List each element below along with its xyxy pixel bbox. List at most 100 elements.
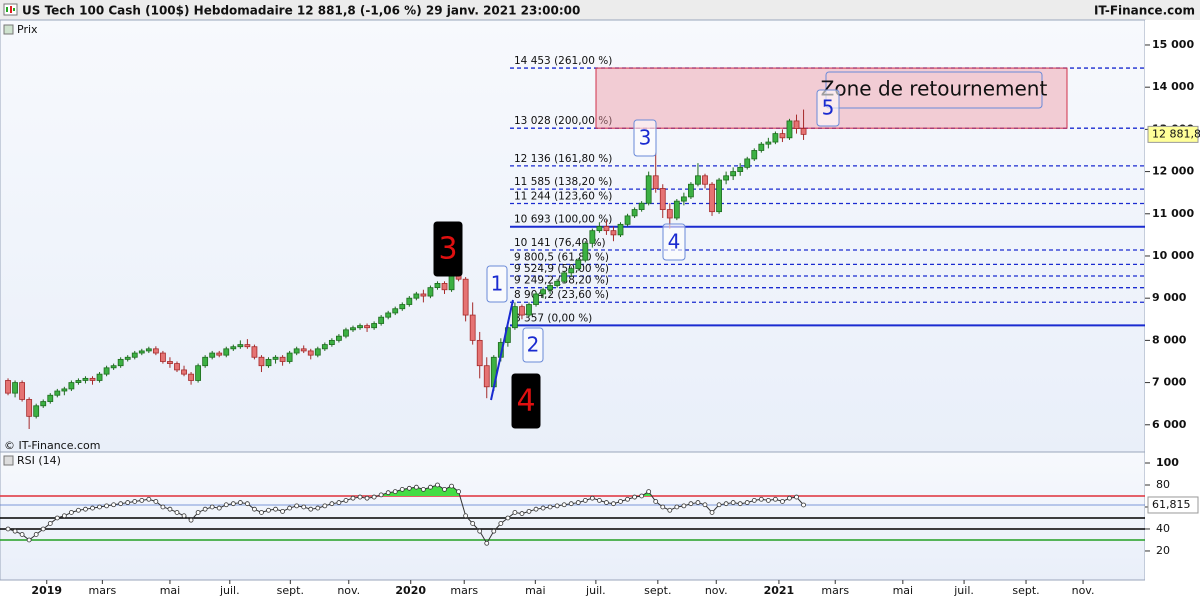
- rsi-point: [350, 495, 356, 501]
- wave-box: [486, 265, 508, 303]
- header-bar: [0, 0, 1200, 20]
- candle-body: [378, 316, 385, 324]
- rsi-point: [343, 497, 349, 503]
- candle-body: [89, 377, 96, 381]
- chart-title: US Tech 100 Cash (100$) Hebdomadaire 12 …: [22, 4, 580, 18]
- candle-body: [688, 183, 694, 198]
- rsi-point: [639, 493, 645, 499]
- candle-body: [730, 171, 737, 177]
- candle-body: [82, 377, 89, 381]
- rsi-point: [336, 500, 342, 505]
- candle-body: [286, 352, 293, 362]
- rsi-point: [484, 540, 490, 546]
- rsi-point: [68, 510, 74, 515]
- rsi-point: [575, 500, 581, 505]
- y-tick-label: 10 000: [1152, 249, 1194, 262]
- candle-body: [188, 373, 194, 381]
- candle-body: [202, 356, 209, 367]
- candle-body: [117, 358, 124, 367]
- rsi-point: [519, 511, 525, 516]
- candle-body: [709, 183, 715, 213]
- candle-body: [131, 352, 138, 358]
- candle-body: [744, 158, 751, 168]
- candle-body: [279, 356, 286, 362]
- legend-icon: [3, 24, 14, 35]
- rsi-point: [273, 506, 278, 512]
- rsi-point: [5, 526, 11, 532]
- rsi-point: [498, 521, 504, 526]
- rsi-point: [146, 496, 152, 502]
- rsi-point: [83, 506, 88, 512]
- candle-body: [406, 297, 413, 305]
- fib-level-label: 11 244 (123,60 %): [514, 190, 612, 202]
- candle-body: [328, 339, 335, 346]
- rsi-point: [202, 506, 208, 512]
- candle-body: [434, 283, 441, 289]
- rsi-point: [540, 505, 546, 511]
- wave-label: 3: [639, 126, 652, 150]
- rsi-point: [730, 500, 736, 505]
- candle-body: [124, 356, 131, 360]
- wave-trend-line: [490, 299, 514, 401]
- rsi-point: [118, 501, 124, 507]
- rsi-point: [449, 483, 454, 489]
- candle-body: [216, 352, 223, 356]
- candle-body: [19, 382, 26, 400]
- rsi-point: [463, 513, 469, 519]
- rsi-point: [160, 504, 166, 510]
- rsi-point: [181, 513, 187, 519]
- rsi-point: [801, 502, 806, 508]
- candle-body: [702, 175, 708, 185]
- x-tick-label: nov.: [337, 584, 360, 597]
- wave-box: [662, 223, 686, 261]
- rsi-point: [596, 497, 602, 503]
- x-tick-label: mai: [893, 584, 914, 597]
- rsi-point: [695, 500, 701, 505]
- candle-body: [631, 209, 638, 217]
- rsi-point: [385, 490, 391, 496]
- rsi-point: [709, 510, 715, 515]
- rsi-point: [660, 504, 666, 510]
- rsi-point: [364, 495, 370, 501]
- candle-body: [272, 356, 279, 360]
- candle-body: [54, 390, 61, 396]
- candle-body: [399, 304, 406, 310]
- x-tick-label: sept.: [277, 584, 304, 597]
- rsi-point: [512, 510, 518, 515]
- legend-label: Prix: [17, 23, 38, 36]
- rsi-point: [751, 497, 757, 503]
- y-tick-label: 100: [1156, 456, 1179, 469]
- rsi-point: [744, 500, 750, 505]
- candle-body: [638, 202, 645, 210]
- candle-body: [568, 268, 575, 274]
- fib-level-label: 12 136 (161,80 %): [514, 153, 612, 165]
- rsi-point: [237, 500, 243, 505]
- candle-body: [40, 401, 47, 407]
- candle-body: [596, 226, 603, 232]
- rsi-panel: [0, 451, 1146, 581]
- rsi-point: [308, 506, 314, 512]
- rsi-point: [244, 501, 250, 507]
- rsi-point: [301, 504, 307, 510]
- rsi-point: [54, 515, 60, 521]
- candle-body: [575, 259, 582, 270]
- rsi-point: [765, 497, 771, 503]
- rsi-point: [139, 497, 145, 503]
- candle-body: [300, 348, 307, 352]
- candle-body: [441, 283, 448, 291]
- x-tick-label: mai: [160, 584, 181, 597]
- candle-body: [174, 363, 180, 371]
- candle-body: [547, 285, 554, 291]
- rsi-point: [287, 505, 293, 511]
- candle-body: [765, 141, 772, 145]
- rsi-point: [33, 532, 39, 537]
- rsi-point: [378, 492, 384, 498]
- candle-body: [617, 223, 624, 236]
- rsi-point: [104, 503, 109, 509]
- candle-body: [666, 209, 673, 219]
- y-tick-label: 80: [1156, 478, 1170, 491]
- candle-body: [512, 306, 518, 329]
- fib-level-label: 10 693 (100,00 %): [514, 214, 612, 226]
- last-price-box: [1147, 125, 1199, 143]
- candle-body: [343, 329, 349, 337]
